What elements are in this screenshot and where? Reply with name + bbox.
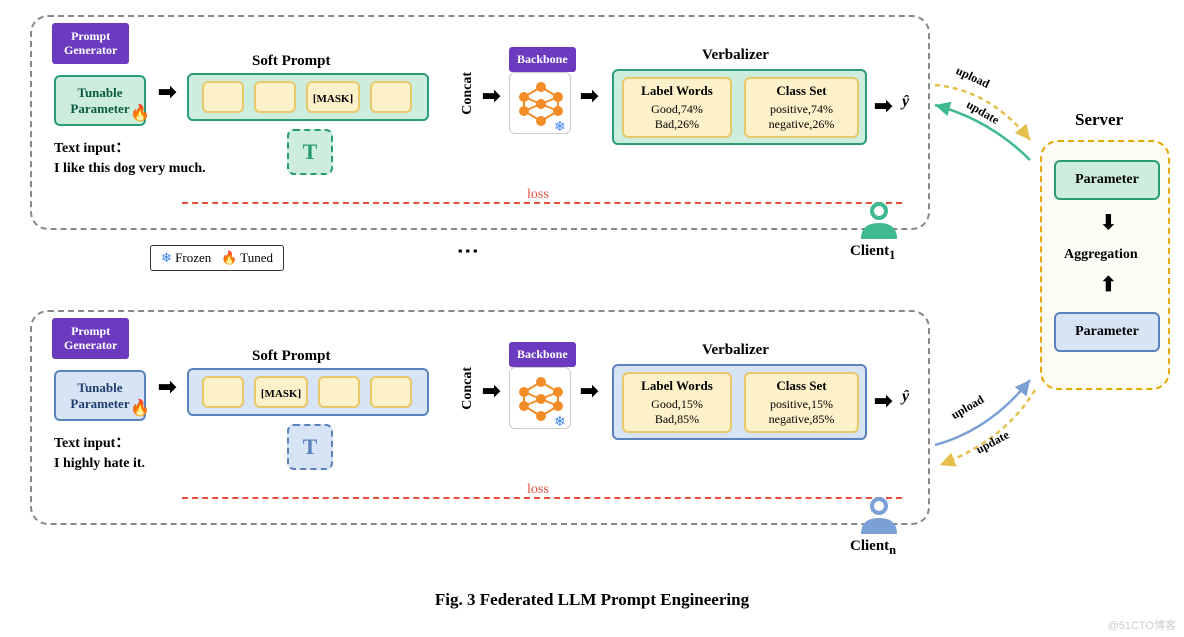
client-label-text: Client [850, 243, 889, 259]
clientn-label: Clientn [850, 538, 896, 558]
class-set-header: Class Set [752, 83, 851, 99]
arrow-icon: ➡ [874, 93, 892, 119]
watermark: @51CTO博客 [1108, 617, 1176, 633]
arrow-icon: ➡ [482, 83, 500, 109]
soft-prompt-box: [MASK] [187, 73, 429, 121]
client1-box: Prompt Generator Tunable Parameter 🔥 ➡ S… [30, 15, 930, 230]
verbalizer-title: Verbalizer [702, 47, 769, 64]
arrow-icon: ➡ [158, 374, 176, 400]
label-words-box: Label Words Good,74% Bad,26% [622, 77, 732, 138]
token [318, 376, 360, 408]
tuned-label: Tuned [240, 250, 273, 265]
flame-icon: 🔥 [130, 103, 150, 123]
client1-label: Client1 [850, 243, 895, 263]
verbalizer-box: Label Words Good,15% Bad,85% Class Set p… [612, 364, 867, 440]
backbone-tag: Backbone [509, 47, 576, 72]
text-input: Text input： I highly hate it. [54, 434, 145, 473]
tunable-parameter-label: Tunable Parameter [70, 380, 129, 411]
avatar-icon [855, 195, 903, 243]
server-param-top-label: Parameter [1075, 172, 1139, 187]
label-words-row: Bad,85% [630, 412, 724, 427]
aggregation-label: Aggregation [1064, 247, 1138, 263]
up-arrow-icon: ⬆ [1100, 272, 1117, 297]
label-words-header: Label Words [630, 378, 724, 394]
label-words-row: Bad,26% [630, 117, 724, 132]
snowflake-icon: ❄ [554, 414, 566, 431]
token [202, 376, 244, 408]
arrow-icon: ➡ [580, 83, 598, 109]
class-set-row: negative,26% [752, 117, 851, 132]
class-set-row: negative,85% [752, 412, 851, 427]
snowflake-icon: ❄ [554, 119, 566, 136]
label-words-row: Good,15% [630, 397, 724, 412]
token [202, 81, 244, 113]
arrow-icon: ➡ [874, 388, 892, 414]
client-label-text: Client [850, 538, 889, 554]
text-input-value: I like this dog very much. [54, 161, 206, 176]
tunable-parameter-label: Tunable Parameter [70, 85, 129, 116]
arrow-icon: ➡ [482, 378, 500, 404]
down-arrow-icon: ⬇ [1100, 210, 1117, 235]
class-set-box: Class Set positive,74% negative,26% [744, 77, 859, 138]
server-title: Server [1075, 110, 1123, 130]
server-param-top: Parameter [1054, 160, 1160, 200]
frozen-icon: ❄ [161, 250, 172, 265]
text-input: Text input： I like this dog very much. [54, 139, 206, 178]
soft-prompt-box: [MASK] [187, 368, 429, 416]
client-label-sub: n [889, 543, 896, 557]
concat-label: Concat [460, 72, 476, 115]
server-param-bottom-label: Parameter [1075, 324, 1139, 339]
text-icon: T [287, 129, 333, 175]
prompt-generator-label: Prompt Generator [64, 324, 117, 352]
text-input-label: Text input： [54, 141, 129, 156]
frozen-label: Frozen [175, 250, 211, 265]
prompt-generator-tag: Prompt Generator [52, 23, 129, 64]
mask-token: [MASK] [254, 376, 308, 408]
class-set-row: positive,74% [752, 102, 851, 117]
class-set-header: Class Set [752, 378, 851, 394]
label-words-row: Good,74% [630, 102, 724, 117]
label-words-box: Label Words Good,15% Bad,85% [622, 372, 732, 433]
class-set-row: positive,15% [752, 397, 851, 412]
y-hat: ŷ [902, 388, 909, 406]
arrow-icon: ➡ [158, 79, 176, 105]
flame-icon: 🔥 [130, 398, 150, 418]
soft-prompt-title: Soft Prompt [252, 53, 330, 70]
concat-label: Concat [460, 367, 476, 410]
class-set-box: Class Set positive,15% negative,85% [744, 372, 859, 433]
token [370, 376, 412, 408]
legend-box: ❄ Frozen 🔥 Tuned [150, 245, 284, 271]
loss-label: loss [527, 482, 549, 498]
prompt-generator-label: Prompt Generator [64, 29, 117, 57]
verbalizer-title: Verbalizer [702, 342, 769, 359]
soft-prompt-title: Soft Prompt [252, 348, 330, 365]
text-icon: T [287, 424, 333, 470]
client-label-sub: 1 [889, 248, 895, 262]
prompt-generator-tag: Prompt Generator [52, 318, 129, 359]
verbalizer-box: Label Words Good,74% Bad,26% Class Set p… [612, 69, 867, 145]
loss-label: loss [527, 187, 549, 203]
arrow-icon: ➡ [580, 378, 598, 404]
vertical-dots: ⋮ [455, 240, 481, 264]
figure-caption: Fig. 3 Federated LLM Prompt Engineering [0, 590, 1184, 610]
server-param-bottom: Parameter [1054, 312, 1160, 352]
text-input-label: Text input： [54, 436, 129, 451]
server-box: Parameter ⬇ Aggregation ⬆ Parameter [1040, 140, 1170, 390]
y-hat: ŷ [902, 93, 909, 111]
backbone-tag: Backbone [509, 342, 576, 367]
label-words-header: Label Words [630, 83, 724, 99]
update-arrow-n [935, 380, 1045, 470]
text-input-value: I highly hate it. [54, 456, 145, 471]
token [370, 81, 412, 113]
tuned-icon: 🔥 [221, 250, 237, 265]
clientn-box: Prompt Generator Tunable Parameter 🔥 ➡ S… [30, 310, 930, 525]
avatar-icon [855, 490, 903, 538]
token [254, 81, 296, 113]
mask-token: [MASK] [306, 81, 360, 113]
